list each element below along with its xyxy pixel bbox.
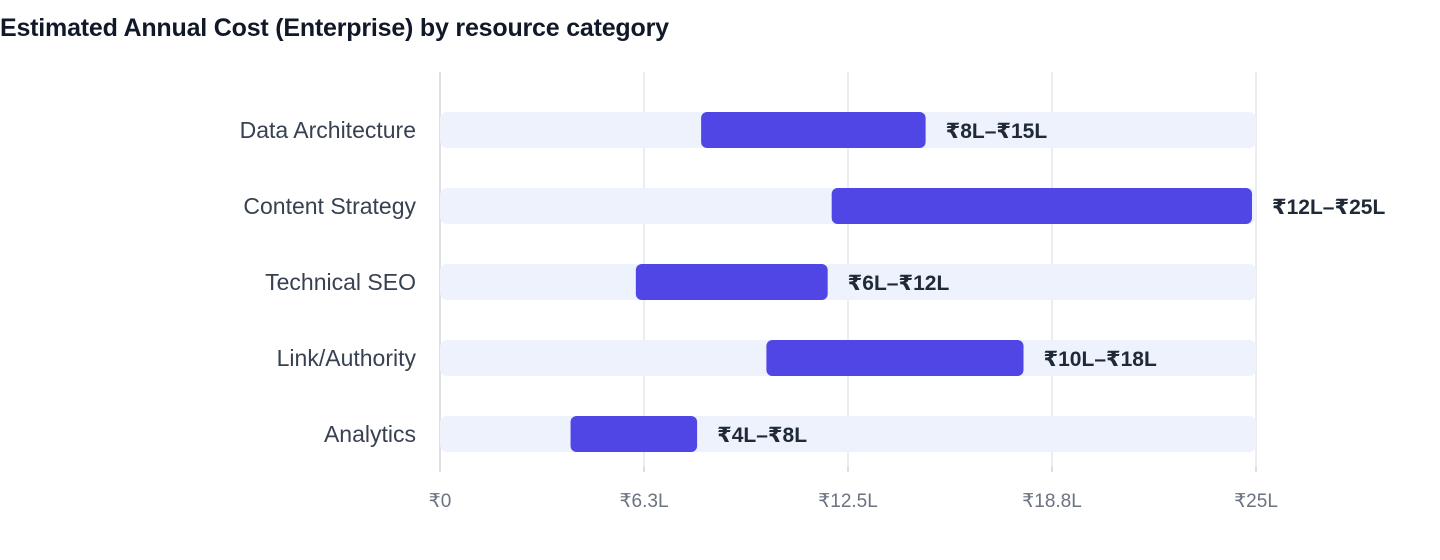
- x-axis-ticks: ₹0 ₹6.3L ₹12.5L ₹18.8L ₹25L: [429, 491, 1278, 512]
- category-label: Link/Authority: [277, 345, 417, 371]
- data-label: ₹6L–₹12L: [848, 272, 950, 295]
- data-label: ₹12L–₹25L: [1272, 196, 1385, 219]
- range-bar: [766, 340, 1024, 376]
- bar-track: [440, 416, 1256, 452]
- range-bar: [635, 264, 828, 300]
- data-labels: ₹8L–₹15L ₹12L–₹25L ₹6L–₹12L ₹10L–₹18L ₹4L–₹8…: [717, 120, 1385, 447]
- x-tick-label: ₹0: [429, 491, 452, 512]
- category-label: Analytics: [324, 421, 416, 447]
- chart-title: Estimated Annual Cost (Enterprise) by re…: [0, 14, 669, 42]
- data-label: ₹8L–₹15L: [946, 120, 1048, 143]
- category-label: Data Architecture: [240, 117, 416, 143]
- category-label: Technical SEO: [265, 269, 416, 295]
- category-label: Content Strategy: [243, 193, 416, 219]
- range-bar: [831, 188, 1252, 224]
- range-bar: [701, 112, 926, 148]
- x-tick-label: ₹25L: [1234, 491, 1278, 512]
- x-tick-label: ₹6.3L: [619, 491, 668, 512]
- category-labels: Data Architecture Content Strategy Technic…: [240, 117, 417, 447]
- data-label: ₹4L–₹8L: [717, 424, 807, 447]
- x-tick-label: ₹12.5L: [818, 491, 878, 512]
- range-bar: [570, 416, 698, 452]
- range-bars: [570, 112, 1252, 452]
- x-tick-label: ₹18.8L: [1022, 491, 1082, 512]
- data-label: ₹10L–₹18L: [1044, 348, 1157, 371]
